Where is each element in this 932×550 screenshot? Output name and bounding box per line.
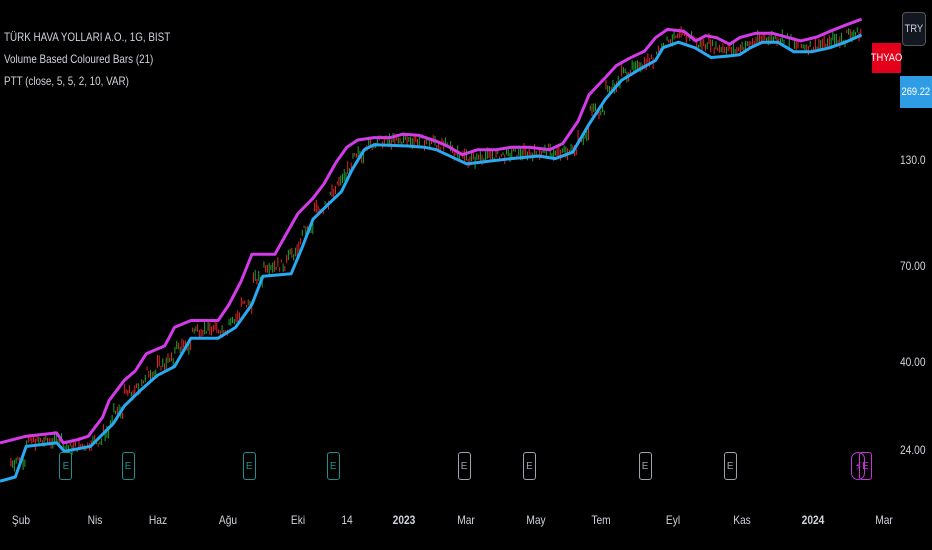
earnings-marker[interactable]: E [242, 452, 256, 480]
earnings-marker[interactable]: E [723, 452, 737, 480]
earnings-marker[interactable]: E [457, 452, 471, 480]
ptt-lines [0, 17, 863, 483]
symbol-badge: THYAO [870, 43, 903, 73]
last-price-label: 269.22 [901, 86, 931, 98]
indicator-ptt[interactable]: PTT (close, 5, 5, 2, 10, VAR) [4, 74, 129, 88]
ptt-upper-line [0, 17, 863, 445]
x-tick-label: Kas [733, 513, 751, 527]
y-tick-label: 40.00 [900, 355, 926, 370]
y-tick-label: 130.0 [900, 152, 926, 167]
currency-button[interactable]: TRY [902, 12, 926, 46]
symbol-title[interactable]: TÜRK HAVA YOLLARI A.O., 1G, BIST [4, 30, 171, 44]
chart-legend: TÜRK HAVA YOLLARI A.O., 1G, BIST Volume … [4, 26, 170, 92]
earnings-marker[interactable]: E [522, 452, 536, 480]
x-tick-label: Eyl [665, 513, 681, 527]
last-price-badge: 269.22 [900, 76, 932, 108]
currency-label: TRY [904, 23, 924, 35]
earnings-marker[interactable]: E [121, 452, 135, 480]
lightning-icon[interactable]: ⚡ [851, 452, 866, 480]
x-tick-label: Haz [148, 513, 168, 527]
x-tick-label: Nis [87, 513, 103, 527]
ptt-lower-line [0, 33, 863, 483]
y-tick-label: 70.00 [900, 259, 926, 274]
x-tick-label: Tem [591, 513, 611, 527]
x-tick-label: 2024 [801, 513, 825, 527]
x-tick-label: May [526, 513, 546, 527]
symbol-badge-label: THYAO [870, 52, 903, 64]
x-tick-label: Mar [457, 513, 475, 527]
earnings-marker[interactable]: E [59, 452, 73, 480]
indicator-volume-bars[interactable]: Volume Based Coloured Bars (21) [4, 52, 154, 66]
x-tick-label: Ağu [218, 513, 238, 527]
x-tick-label: Mar [875, 513, 893, 527]
x-tick-label: 14 [341, 513, 353, 527]
x-tick-label: 2023 [392, 513, 416, 527]
earnings-marker[interactable]: E [326, 452, 340, 480]
volume-colored-bars [10, 26, 862, 472]
x-tick-label: Şub [11, 513, 31, 527]
y-tick-label: 24.00 [900, 442, 926, 457]
x-tick-label: Eki [290, 513, 306, 527]
earnings-marker[interactable]: E [638, 452, 652, 480]
